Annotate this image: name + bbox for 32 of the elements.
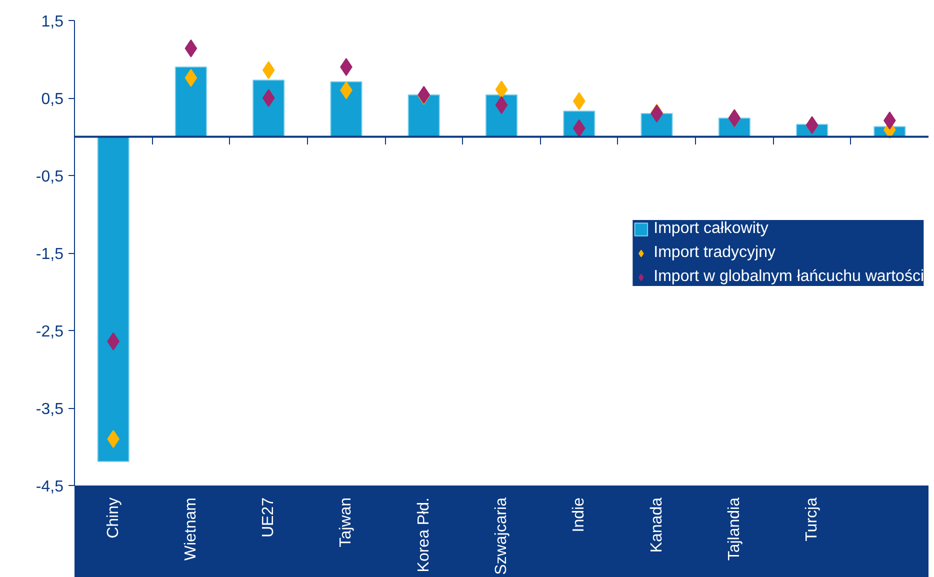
legend-label: Import tradycyjny xyxy=(654,244,776,262)
point xyxy=(495,96,508,114)
point xyxy=(184,68,198,87)
x-tick-label: Korea Płd. xyxy=(415,497,432,572)
x-tick-label: Szwajcaria xyxy=(493,497,510,575)
bar xyxy=(252,80,285,138)
x-tick-label: Kanada xyxy=(648,497,666,553)
y-tick-label: -4,5 xyxy=(36,478,64,496)
x-tick-label: Indie xyxy=(570,497,588,532)
x-tick-label: Wietnam xyxy=(182,498,200,561)
x-tick-label: UE27 xyxy=(260,497,278,538)
legend-label: Import w globalnym łańcuchu wartości xyxy=(654,268,924,286)
y-tick-label: 0,5 xyxy=(41,91,64,108)
x-tick-label: Tajlandia xyxy=(726,497,743,561)
y-tick-label: -3,5 xyxy=(36,401,64,418)
legend-label: Import całkowity xyxy=(654,220,768,238)
point xyxy=(262,89,275,107)
y-tick-label: -0,5 xyxy=(36,168,64,186)
y-tick-label: 1,5 xyxy=(41,14,64,30)
point xyxy=(184,39,198,58)
x-tick-label: Turcja xyxy=(804,497,821,542)
bar xyxy=(330,81,362,138)
y-tick-label: -1,5 xyxy=(36,246,64,263)
bar xyxy=(97,136,130,462)
point xyxy=(262,61,275,80)
bar xyxy=(174,66,207,138)
point xyxy=(495,80,508,98)
point xyxy=(572,92,586,110)
y-tick-label: -2,5 xyxy=(36,324,64,340)
bar xyxy=(408,94,440,138)
x-tick-label: Chiny xyxy=(104,498,122,538)
x-tick-label: Tajwan xyxy=(338,497,355,548)
